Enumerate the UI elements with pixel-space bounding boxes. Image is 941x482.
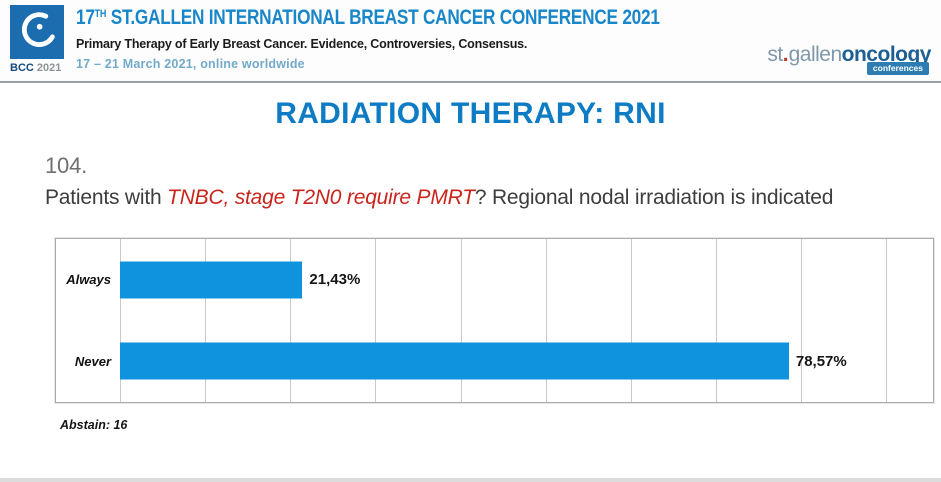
chart-row: Never 78,57% bbox=[56, 321, 933, 403]
header-text: 17TH ST.GALLEN INTERNATIONAL BREAST CANC… bbox=[76, 6, 788, 71]
bcc-logo-icon bbox=[10, 5, 64, 59]
gridline bbox=[460, 239, 462, 402]
stgallen-oncology-logo: st.gallenoncology conferences bbox=[767, 43, 932, 81]
conference-header: BCC 2021 17TH ST.GALLEN INTERNATIONAL BR… bbox=[0, 0, 941, 83]
value-label: 78,57% bbox=[795, 352, 847, 370]
question-number: 104. bbox=[45, 153, 88, 178]
chart-rows: Always 21,43% Never 78,57% bbox=[56, 239, 933, 402]
question-prefix: Patients with bbox=[45, 186, 168, 209]
video-edge-strip bbox=[0, 478, 941, 482]
value-label: 21,43% bbox=[309, 271, 361, 289]
slide-title: RADIATION THERAPY: RNI bbox=[275, 97, 666, 130]
bcc-year: 2021 bbox=[36, 62, 62, 74]
conference-title-number: 17 bbox=[76, 6, 95, 29]
gridline bbox=[290, 239, 292, 402]
gridline bbox=[120, 239, 121, 402]
question-text: Patients with TNBC, stage T2N0 require P… bbox=[45, 183, 845, 213]
gridline bbox=[375, 239, 377, 402]
question-block: 104. Patients with TNBC, stage T2N0 requ… bbox=[45, 151, 845, 213]
bcc-logo-caption: BCC 2021 bbox=[10, 62, 68, 74]
gridline bbox=[545, 239, 547, 402]
breast-ribbon-icon bbox=[21, 12, 55, 47]
conference-title-rest: ST.GALLEN INTERNATIONAL BREAST CANCER CO… bbox=[106, 6, 660, 29]
plot-area: 21,43% bbox=[120, 239, 933, 321]
brand-st: st bbox=[767, 43, 783, 66]
gridline bbox=[715, 239, 717, 402]
bcc-logo: BCC 2021 bbox=[10, 5, 68, 74]
plot-area: 78,57% bbox=[120, 321, 933, 403]
chart-row: Always 21,43% bbox=[56, 239, 933, 321]
gridline bbox=[801, 239, 803, 402]
category-label: Always bbox=[66, 272, 111, 288]
abstain-note: Abstain: 16 bbox=[60, 418, 128, 432]
bar-chart: Always 21,43% Never 78,57% bbox=[55, 238, 934, 403]
bar: 78,57% bbox=[120, 342, 847, 380]
bar: 21,43% bbox=[120, 261, 360, 299]
question-emphasis: TNBC, stage T2N0 require PMRT bbox=[167, 186, 475, 209]
chart-grid bbox=[120, 239, 933, 402]
conference-title-ordinal: TH bbox=[94, 8, 107, 20]
category-label: Never bbox=[74, 353, 111, 369]
gridline bbox=[630, 239, 632, 402]
conference-title: 17TH ST.GALLEN INTERNATIONAL BREAST CANC… bbox=[76, 6, 660, 30]
brand-dot: . bbox=[782, 43, 789, 66]
brand-gallen: gallen bbox=[788, 43, 843, 66]
conference-dates: 17 – 21 March 2021, online worldwide bbox=[76, 57, 305, 71]
gridline bbox=[886, 239, 888, 402]
bcc-label: BCC bbox=[10, 62, 34, 74]
gridline bbox=[205, 239, 207, 402]
question-suffix: ? Regional nodal irradiation is indicate… bbox=[474, 186, 834, 209]
brand-conferences-badge: conferences bbox=[866, 62, 929, 75]
brand-oncology: oncology bbox=[841, 43, 932, 66]
conference-subtitle: Primary Therapy of Early Breast Cancer. … bbox=[76, 37, 528, 51]
